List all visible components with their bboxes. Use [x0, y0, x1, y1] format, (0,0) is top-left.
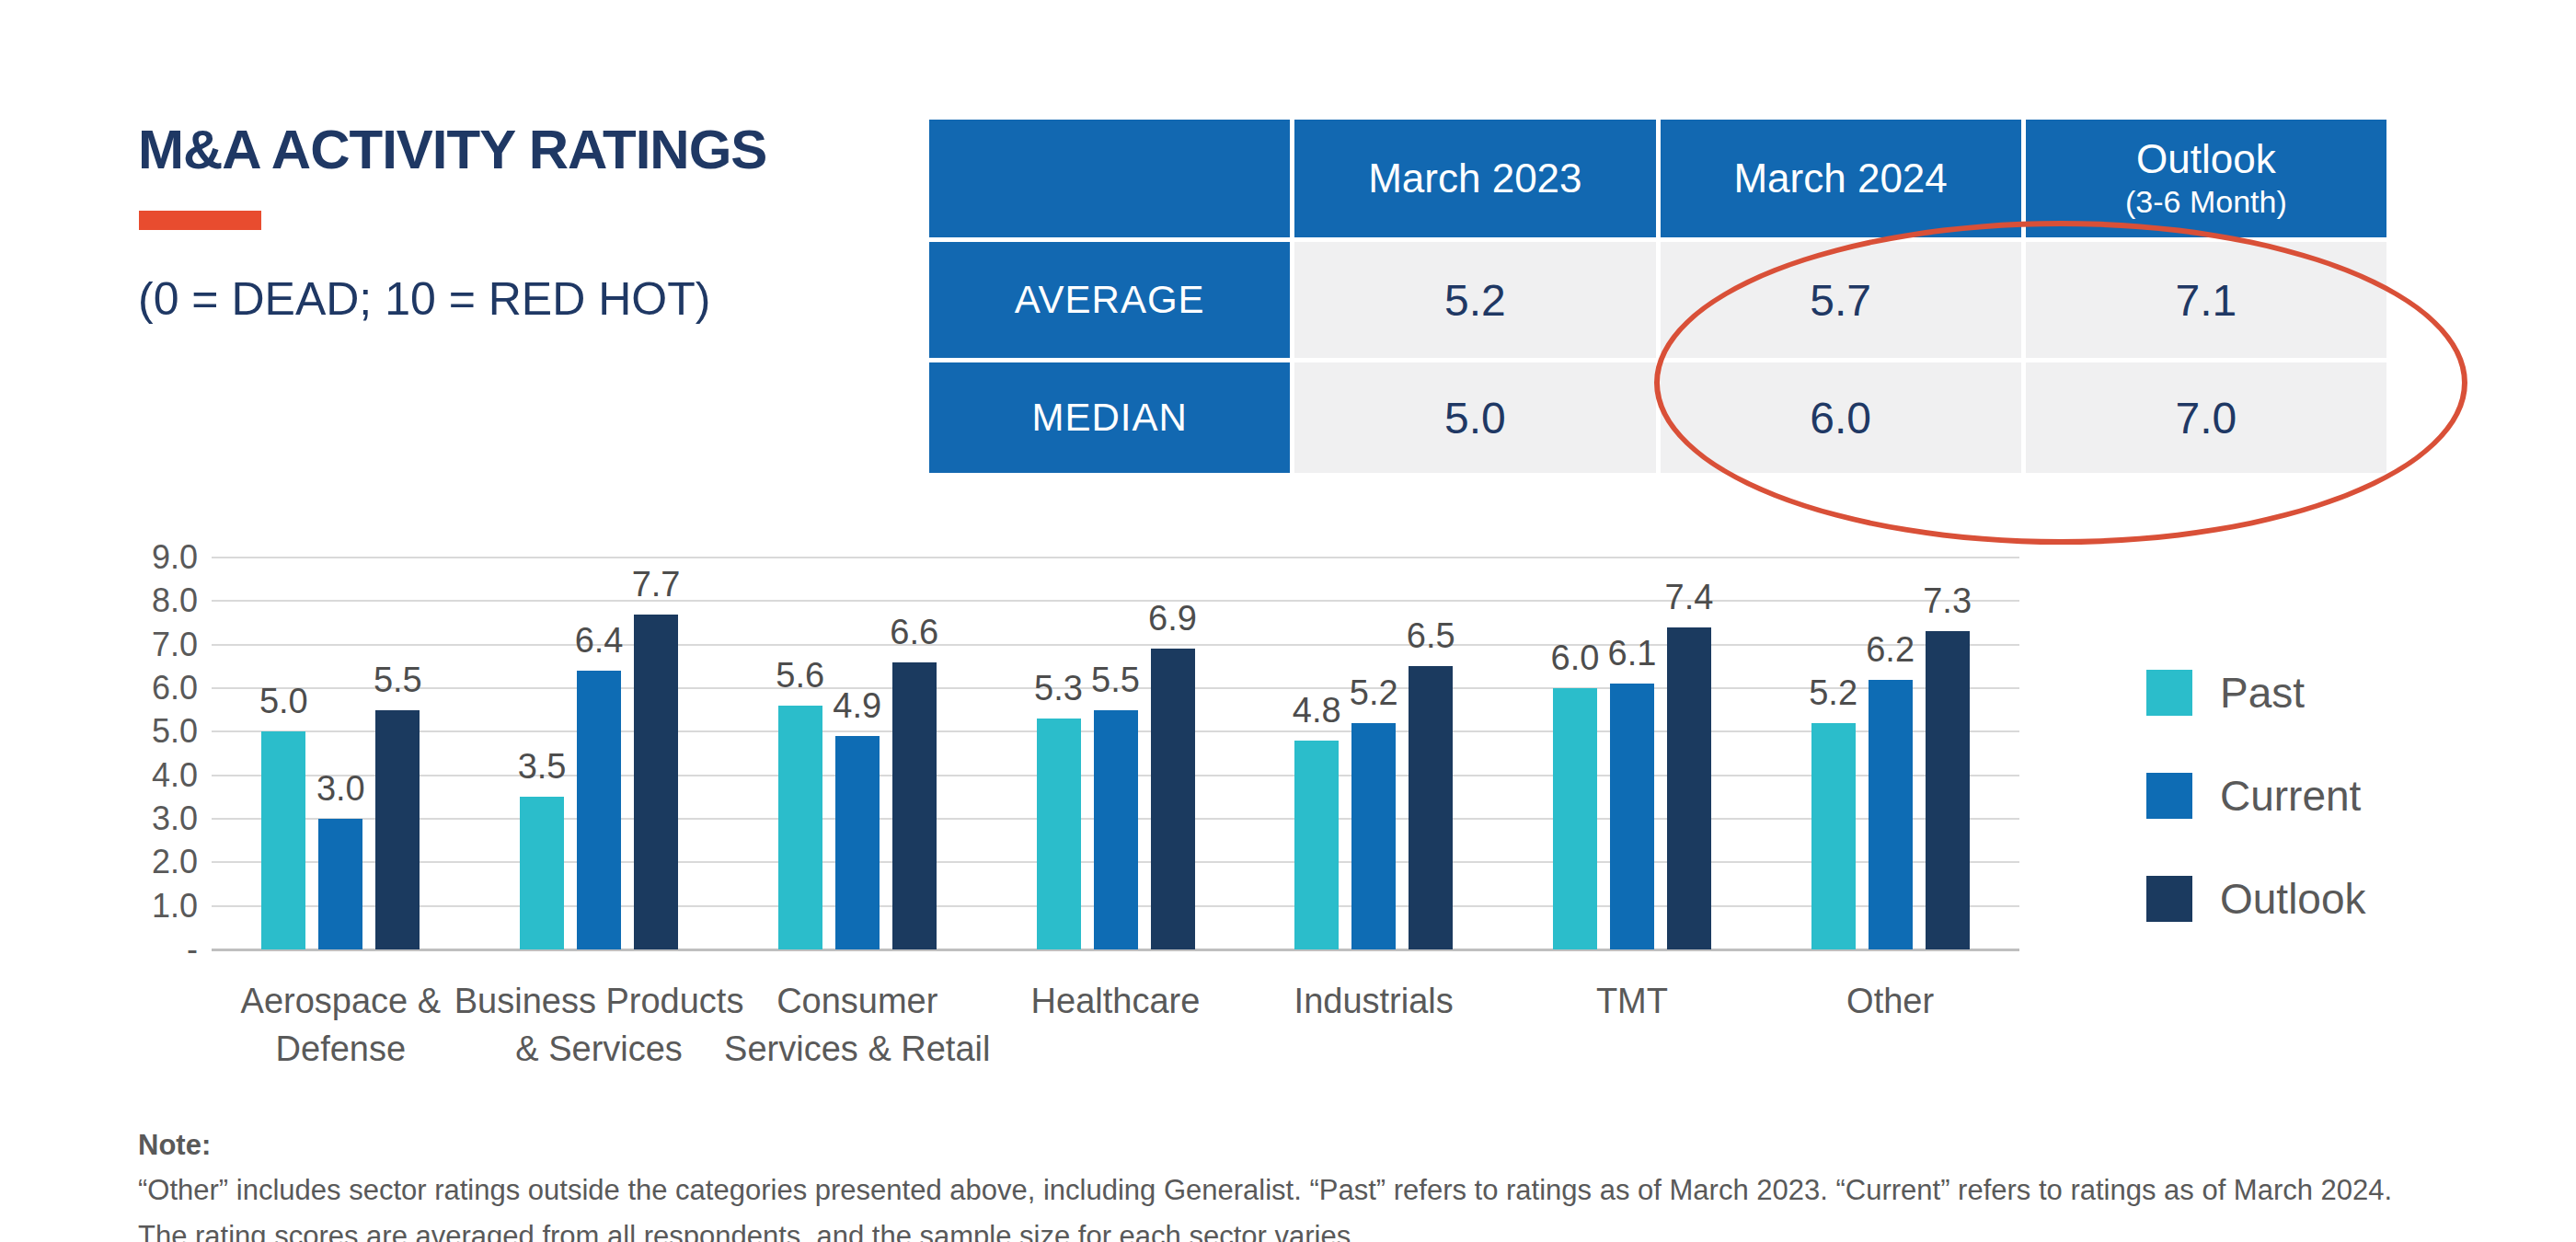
bar-current — [318, 819, 362, 949]
bar-value-label: 3.5 — [473, 747, 611, 787]
legend-item-past: Past — [2146, 668, 2366, 718]
bar-value-label: 6.9 — [1104, 599, 1242, 638]
title-accent-bar — [139, 211, 261, 230]
bar-value-label: 4.9 — [788, 686, 926, 726]
bar-value-label: 6.4 — [530, 621, 668, 661]
table-header-empty — [929, 120, 1290, 237]
bar-value-label: 5.2 — [1765, 673, 1903, 713]
gridline — [212, 557, 2019, 558]
y-tick-label: 4.0 — [92, 753, 198, 798]
bar-current — [577, 671, 621, 949]
legend-label: Past — [2220, 668, 2305, 718]
bar-value-label: 6.6 — [845, 613, 983, 652]
y-tick-label: 9.0 — [92, 535, 198, 580]
footnote: Note: “Other” includes sector ratings ou… — [138, 1076, 2447, 1242]
table-row-label-average: AVERAGE — [929, 242, 1290, 358]
gridline — [212, 644, 2019, 646]
summary-table: March 2023 March 2024 Outlook (3-6 Month… — [929, 120, 2386, 473]
legend-label: Outlook — [2220, 874, 2366, 924]
legend-item-current: Current — [2146, 771, 2366, 821]
table-cell-average-march-2024: 5.7 — [1661, 242, 2021, 358]
bar-value-label: 7.4 — [1620, 578, 1758, 617]
bar-value-label: 7.3 — [1879, 581, 2017, 621]
y-tick-label: 6.0 — [92, 666, 198, 710]
bar-past — [261, 731, 305, 949]
table-cell-average-march-2023: 5.2 — [1294, 242, 1655, 358]
y-tick-label: 7.0 — [92, 623, 198, 667]
bar-value-label: 5.5 — [1047, 661, 1185, 700]
bar-value-label: 6.5 — [1362, 616, 1500, 656]
y-tick-label: 8.0 — [92, 579, 198, 623]
bar-value-label: 6.2 — [1822, 630, 1960, 670]
bar-value-label: 3.0 — [271, 769, 409, 809]
y-tick-label: 5.0 — [92, 709, 198, 753]
bar-outlook — [1667, 627, 1711, 949]
bar-current — [1610, 684, 1654, 949]
bar-past — [1811, 723, 1856, 949]
legend-swatch — [2146, 773, 2192, 819]
legend-swatch — [2146, 876, 2192, 922]
footnote-label: Note: — [138, 1129, 211, 1161]
bar-value-label: 5.2 — [1305, 673, 1443, 713]
table-cell-median-march-2024: 6.0 — [1661, 362, 2021, 473]
y-tick-label: 2.0 — [92, 840, 198, 884]
bar-past — [1037, 719, 1081, 949]
bar-past — [1553, 688, 1597, 949]
legend-label: Current — [2220, 771, 2361, 821]
bar-value-label: 7.7 — [587, 565, 725, 604]
bar-current — [835, 736, 880, 949]
legend-swatch — [2146, 670, 2192, 716]
table-row-label-median: MEDIAN — [929, 362, 1290, 473]
table-header-outlook: Outlook (3-6 Month) — [2026, 120, 2386, 237]
bar-past — [1294, 741, 1339, 949]
bar-value-label: 5.5 — [328, 661, 466, 700]
table-header-march-2024: March 2024 — [1661, 120, 2021, 237]
page-title: M&A ACTIVITY RATINGS — [138, 118, 766, 181]
bar-value-label: 6.1 — [1563, 634, 1701, 673]
category-label: Other — [1707, 977, 2075, 1025]
chart-legend: Past Current Outlook — [2146, 668, 2366, 977]
y-tick-label: 1.0 — [92, 884, 198, 928]
slide: M&A ACTIVITY RATINGS (0 = DEAD; 10 = RED… — [0, 0, 2576, 1242]
y-tick-label: - — [92, 927, 198, 972]
table-header-march-2023: March 2023 — [1294, 120, 1655, 237]
rating-scale-subtitle: (0 = DEAD; 10 = RED HOT) — [138, 272, 710, 326]
bar-past — [520, 797, 564, 949]
bar-current — [1869, 680, 1913, 949]
table-cell-average-outlook: 7.1 — [2026, 242, 2386, 358]
bar-current — [1094, 710, 1138, 949]
bar-outlook — [1926, 631, 1970, 949]
bar-outlook — [375, 710, 420, 949]
y-tick-label: 3.0 — [92, 797, 198, 841]
table-cell-median-march-2023: 5.0 — [1294, 362, 1655, 473]
bar-past — [778, 706, 822, 949]
legend-item-outlook: Outlook — [2146, 874, 2366, 924]
footnote-text: “Other” includes sector ratings outside … — [138, 1174, 2392, 1242]
table-cell-median-outlook: 7.0 — [2026, 362, 2386, 473]
bar-current — [1351, 723, 1396, 949]
bar-outlook — [634, 615, 678, 949]
